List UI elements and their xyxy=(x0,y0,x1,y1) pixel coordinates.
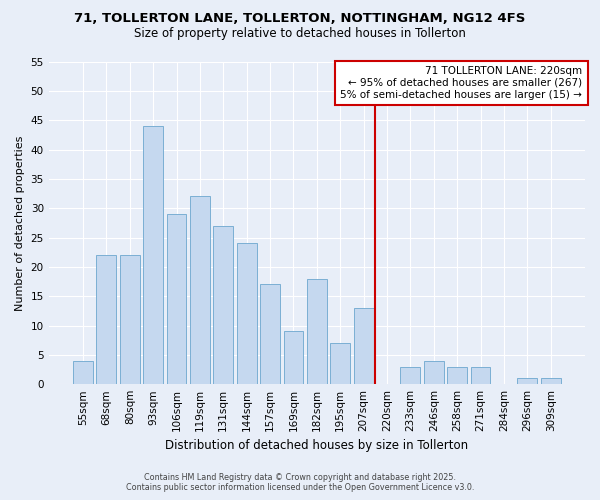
Bar xyxy=(167,214,187,384)
Bar xyxy=(284,332,304,384)
Bar xyxy=(517,378,537,384)
Bar xyxy=(214,226,233,384)
Bar xyxy=(353,308,374,384)
Bar xyxy=(447,366,467,384)
X-axis label: Distribution of detached houses by size in Tollerton: Distribution of detached houses by size … xyxy=(165,440,469,452)
Bar xyxy=(190,196,210,384)
Text: 71, TOLLERTON LANE, TOLLERTON, NOTTINGHAM, NG12 4FS: 71, TOLLERTON LANE, TOLLERTON, NOTTINGHA… xyxy=(74,12,526,26)
Y-axis label: Number of detached properties: Number of detached properties xyxy=(15,135,25,310)
Bar xyxy=(97,255,116,384)
Text: Size of property relative to detached houses in Tollerton: Size of property relative to detached ho… xyxy=(134,28,466,40)
Bar xyxy=(541,378,560,384)
Bar xyxy=(260,284,280,384)
Bar xyxy=(120,255,140,384)
Text: 71 TOLLERTON LANE: 220sqm
← 95% of detached houses are smaller (267)
5% of semi-: 71 TOLLERTON LANE: 220sqm ← 95% of detac… xyxy=(340,66,583,100)
Bar xyxy=(400,366,421,384)
Bar xyxy=(330,343,350,384)
Bar xyxy=(307,278,327,384)
Bar xyxy=(237,244,257,384)
Bar xyxy=(143,126,163,384)
Bar xyxy=(470,366,490,384)
Bar xyxy=(424,360,443,384)
Text: Contains HM Land Registry data © Crown copyright and database right 2025.
Contai: Contains HM Land Registry data © Crown c… xyxy=(126,473,474,492)
Bar xyxy=(73,360,93,384)
